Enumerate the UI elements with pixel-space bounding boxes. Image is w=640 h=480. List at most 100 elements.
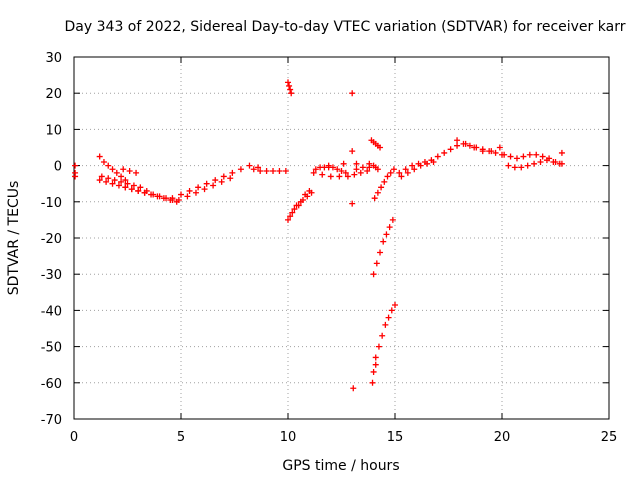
data-point [366,164,373,171]
y-tick-label: -10 [41,196,62,211]
data-point [210,182,217,189]
data-point [109,166,116,173]
y-tick-label: -30 [41,268,62,283]
data-point [488,148,495,155]
data-point [417,162,424,169]
data-point [371,195,378,202]
grid-lines [74,57,609,419]
data-point [169,195,176,202]
data-point [381,178,388,185]
data-point [105,162,112,169]
data-point [257,168,264,175]
data-point [250,166,257,173]
y-tick-label: 20 [45,87,62,102]
data-point [531,160,538,167]
data-point [212,177,219,184]
data-point [285,79,291,86]
data-point [411,166,418,173]
x-tick-label: 5 [177,430,185,445]
data-point [454,142,461,149]
data-point [195,184,202,191]
data-point [287,86,294,93]
y-tick-label: -20 [41,232,62,247]
data-point [349,90,356,97]
data-point [141,189,148,196]
data-point [374,189,381,196]
data-point [505,162,512,169]
data-point [285,216,291,223]
chart-title: Day 343 of 2022, Sidereal Day-to-day VTE… [65,19,626,35]
data-point [154,193,161,200]
data-point [288,90,295,97]
data-point [382,321,389,328]
x-tick-label: 10 [280,430,297,445]
data-point [379,332,386,339]
data-point [389,216,396,223]
data-point [350,385,357,392]
data-point [126,168,133,175]
y-tick-label: -60 [41,377,62,392]
data-point [377,144,384,151]
axis-ticks: 0 5 10 15 20 25 30 20 10 0 -10 -20 -30 -40 -50 -60 -70 [41,51,618,445]
data-point [447,146,454,153]
data-point [357,169,364,176]
data-point [518,164,525,171]
data-point [370,271,377,278]
data-point [96,153,103,160]
data-point [351,171,358,178]
data-point [454,137,461,144]
data-point [364,168,371,175]
data-point [263,168,270,175]
x-tick-label: 20 [494,430,511,445]
data-point [378,184,385,191]
data-point [287,213,294,220]
data-point [492,149,499,156]
y-axis-label: SDTVAR / TECUs [6,181,22,296]
x-tick-label: 25 [601,430,618,445]
data-point [229,169,236,176]
y-tick-label: -50 [41,341,62,356]
data-point [312,166,319,173]
data-point [383,231,390,238]
data-point [386,224,393,231]
data-point [556,160,563,167]
data-point [120,166,127,173]
y-tick-label: 0 [54,160,62,175]
x-axis-label: GPS time / hours [282,458,399,474]
data-point [375,343,382,350]
data-point [118,173,125,180]
data-point [507,153,514,160]
data-point [327,173,334,180]
data-point [96,177,103,184]
data-point [369,379,376,386]
data-point [255,164,262,171]
data-point [218,178,225,185]
data-point [479,148,486,155]
y-tick-label: -70 [41,413,62,428]
data-point [310,169,317,176]
data-point [462,140,469,147]
data-point [372,354,379,361]
data-point [286,82,293,89]
data-point [276,168,283,175]
data-point [137,184,144,191]
data-point [372,361,379,368]
data-point [353,160,360,167]
data-point [103,178,110,185]
data-point [380,238,387,245]
data-point [349,200,356,207]
data-point [246,162,253,169]
data-point [374,166,381,173]
data-point [113,169,120,176]
data-point [227,175,234,182]
data-point [325,162,332,169]
data-point [270,168,277,175]
data-point [299,196,306,203]
data-point [304,193,311,200]
data-point [308,189,315,196]
data-point [291,206,298,213]
data-point [388,307,395,314]
data-point [471,144,478,151]
data-point [133,169,140,176]
